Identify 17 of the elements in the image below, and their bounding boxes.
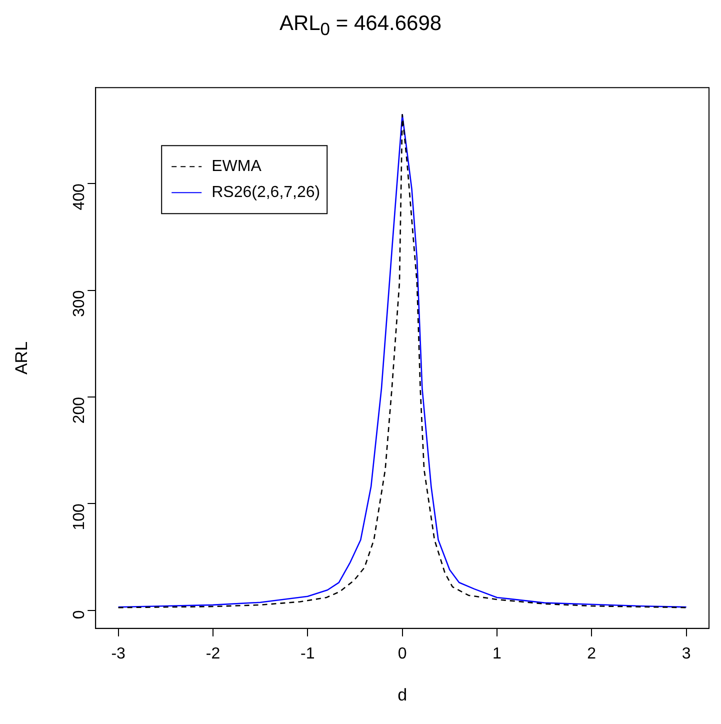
chart-title: ARL$_{0}$ = 464.6698 bbox=[278, 11, 443, 42]
x-tick-label: -1 bbox=[300, 645, 315, 662]
x-axis-title: d bbox=[398, 685, 408, 704]
x-tick-label: -2 bbox=[206, 645, 220, 662]
x-tick-label: 1 bbox=[492, 645, 502, 662]
y-axis-title: ARL bbox=[12, 341, 31, 375]
legend-label: RS26(2,6,7,26) bbox=[212, 184, 320, 202]
x-tick-label: 0 bbox=[398, 645, 407, 662]
y-tick-label: 0 bbox=[71, 610, 88, 620]
y-tick-label: 400 bbox=[71, 184, 88, 210]
x-tick-label: -3 bbox=[111, 645, 126, 662]
x-tick-label: 2 bbox=[587, 645, 596, 662]
y-tick-label: 200 bbox=[71, 396, 88, 424]
legend-label: EWMA bbox=[212, 158, 262, 176]
x-tick-label: 3 bbox=[682, 645, 691, 662]
y-tick-label: 300 bbox=[71, 290, 88, 317]
y-tick-label: 100 bbox=[71, 504, 88, 530]
